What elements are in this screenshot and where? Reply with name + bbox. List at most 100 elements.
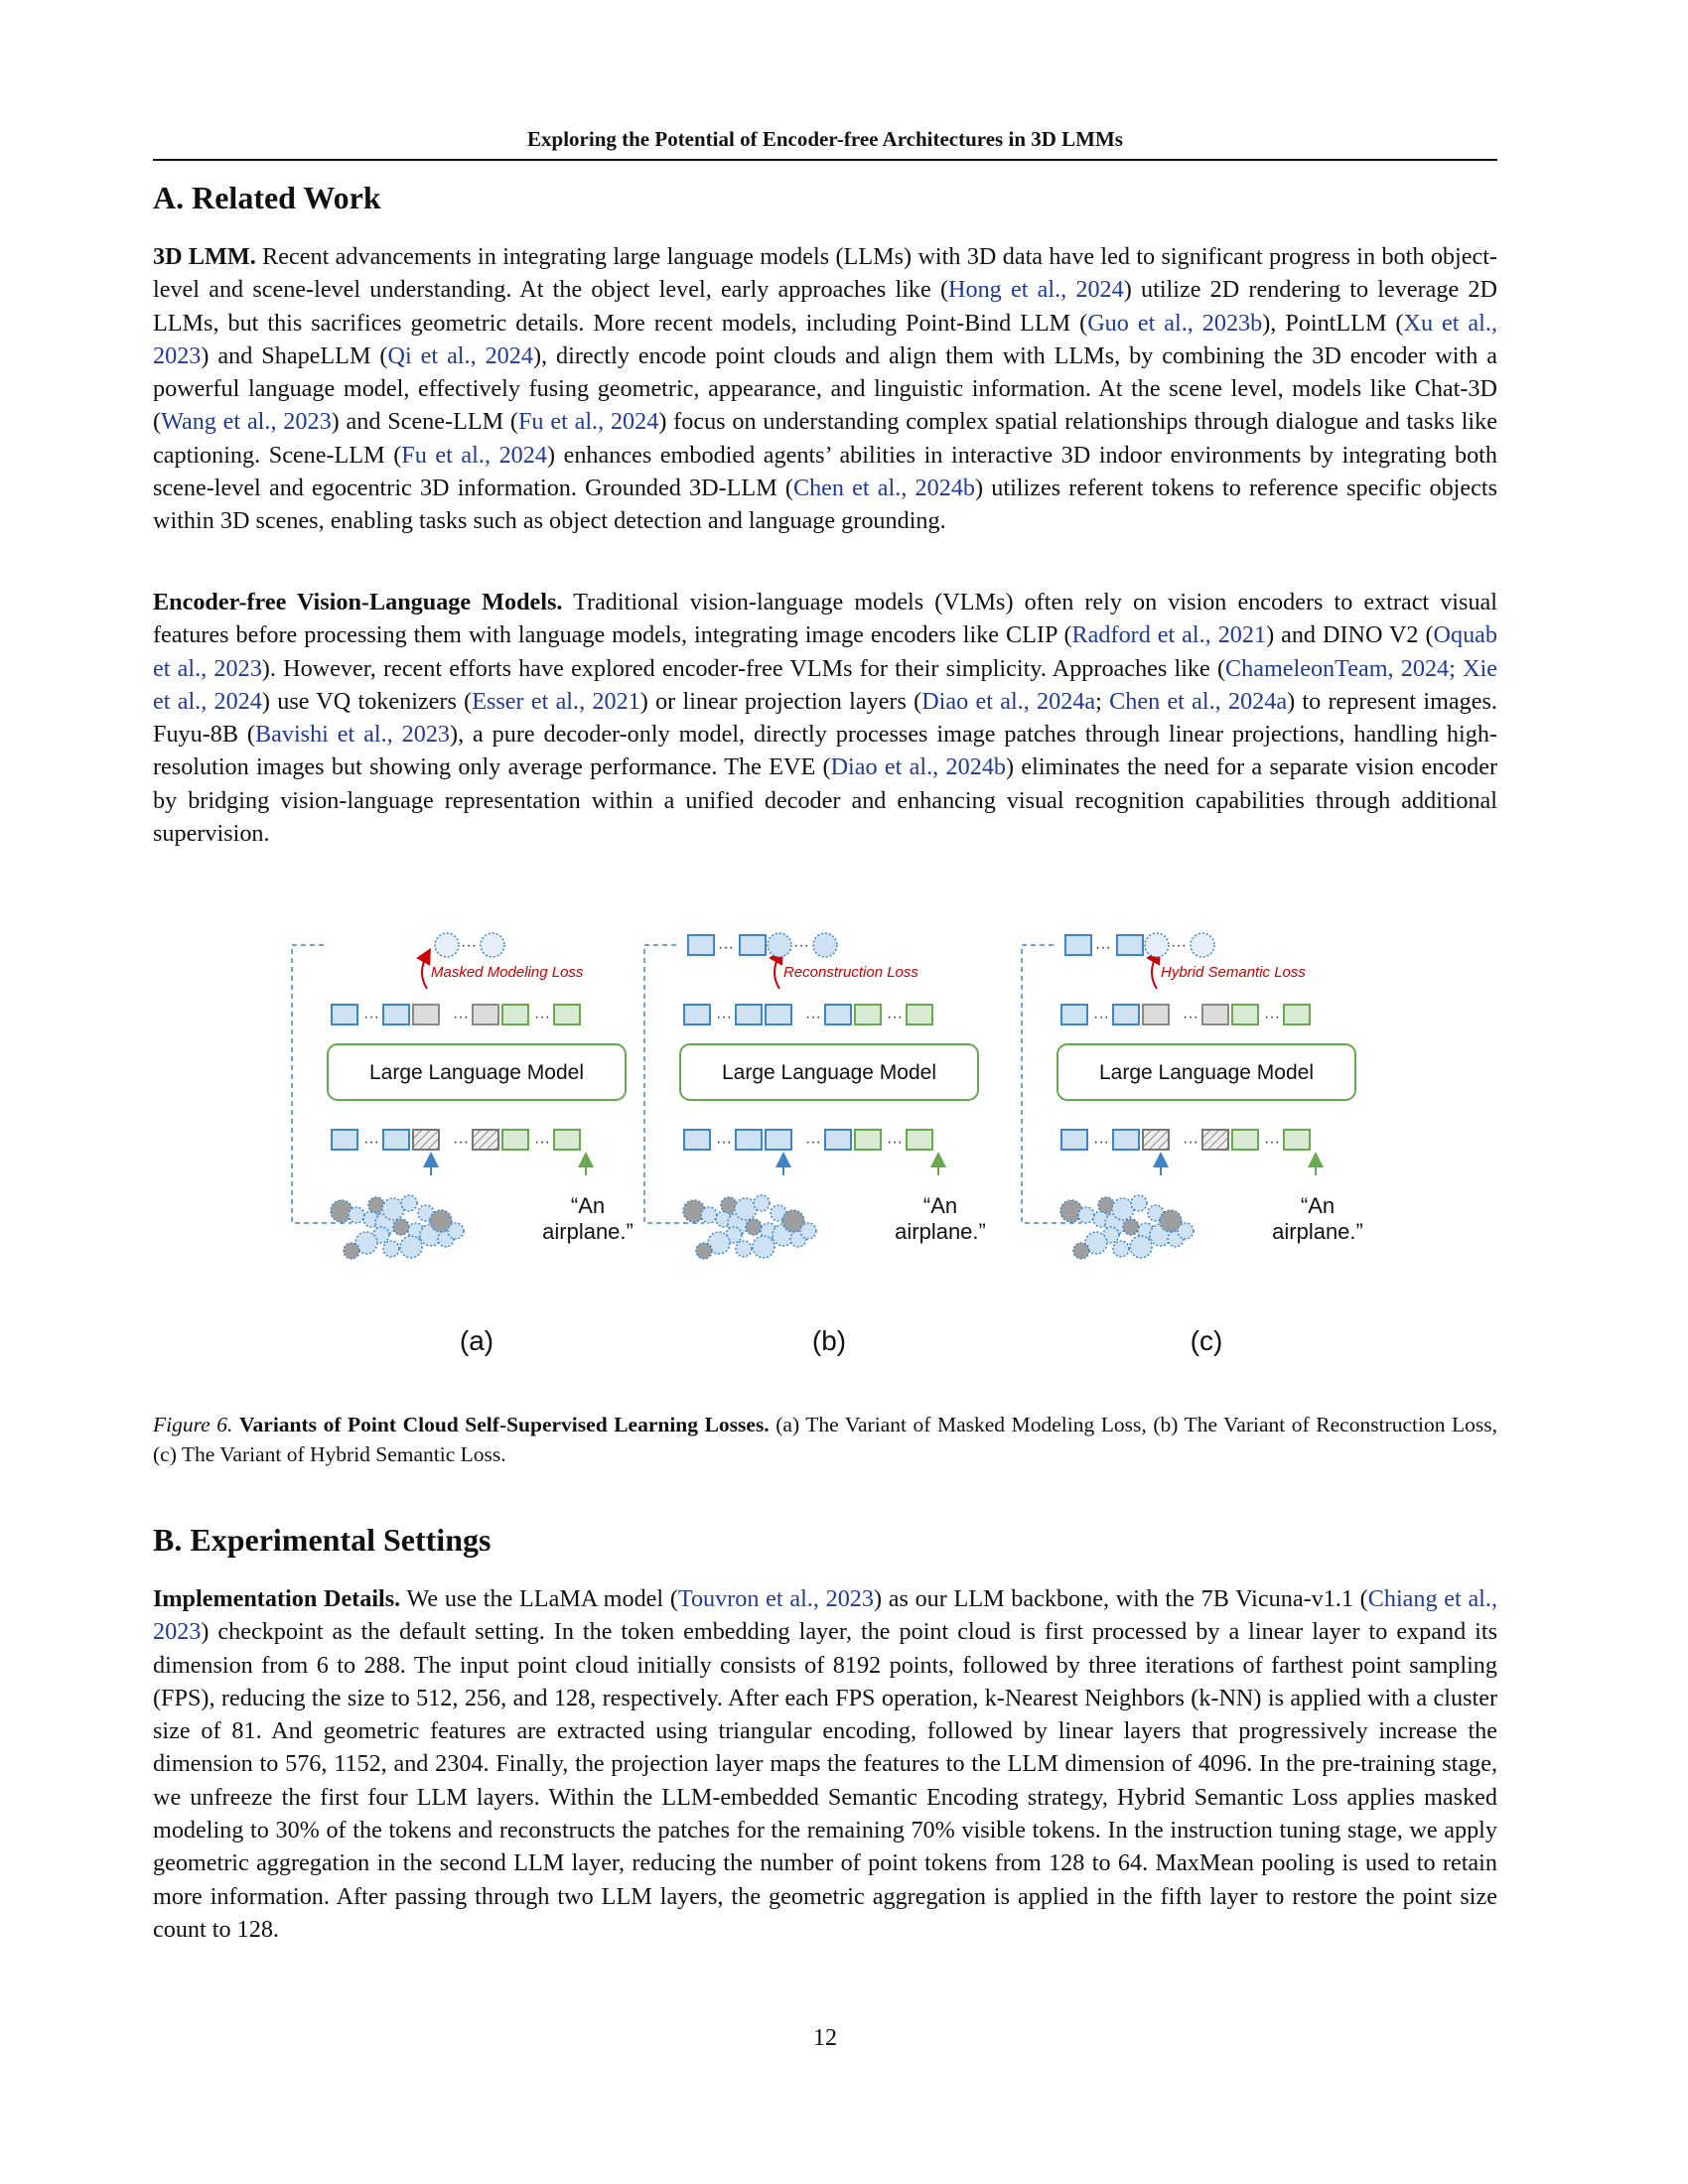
output-token	[553, 1004, 581, 1025]
point-cloud-airplane	[682, 1194, 817, 1260]
point-patch	[734, 1197, 758, 1221]
citation-link[interactable]: Touvron et al., 2023	[677, 1585, 874, 1612]
paragraph-encoder-free-vlm: Encoder-free Vision-Language Models. Tra…	[153, 586, 1497, 850]
ellipsis: ···	[793, 937, 809, 954]
citation-link[interactable]: Fu et al., 2024	[401, 441, 547, 469]
ellipsis: ···	[716, 1134, 732, 1151]
running-header: Exploring the Potential of Encoder-free …	[527, 127, 1123, 151]
input-token	[553, 1129, 581, 1151]
ellipsis: ···	[1183, 1134, 1198, 1151]
section-heading-experimental-settings: B. Experimental Settings	[153, 1522, 492, 1558]
caption-title: Variants of Point Cloud Self-Supervised …	[238, 1413, 770, 1436]
figure-6: ··· ··· ··· Large Language Model ··· ··· ··· “A…	[282, 915, 1374, 1382]
citation-link[interactable]: Hong et al., 2024	[948, 276, 1124, 304]
output-token	[906, 1004, 933, 1025]
citation-link[interactable]: Wang et al., 2023	[161, 408, 332, 436]
body-text: ;	[1095, 687, 1110, 715]
citation-link[interactable]: Diao et al., 2024a	[921, 687, 1096, 715]
output-token	[854, 1004, 882, 1025]
loss-arrow	[769, 948, 783, 990]
point-patch	[753, 1194, 771, 1212]
point-patch	[1159, 1209, 1183, 1233]
output-token	[1060, 1004, 1088, 1025]
text-input-word: “An	[923, 1193, 957, 1218]
loss-label: Hybrid Semantic Loss	[1161, 964, 1306, 981]
point-patch	[745, 1218, 763, 1236]
llm-box	[327, 1043, 627, 1101]
paragraph-lead: Implementation Details.	[153, 1585, 401, 1612]
citation-link[interactable]: Esser et al., 2021	[472, 687, 640, 715]
body-text: ), PointLLM (	[1262, 309, 1404, 337]
citation-link[interactable]: Xu et al., 2023	[153, 309, 1497, 369]
output-token	[735, 1004, 763, 1025]
ellipsis: ···	[453, 1134, 469, 1151]
figure-panel-a: ··· ··· ··· Large Language Model ··· ··· ··· “A…	[291, 932, 633, 1356]
ellipsis: ···	[887, 1134, 903, 1151]
loss-arrow	[416, 948, 431, 990]
point-patch	[429, 1209, 453, 1233]
panel-label: (b)	[812, 1325, 846, 1356]
figure-6-diagram: ··· ··· ··· Large Language Model ··· ··· ··· “A…	[291, 932, 1363, 1356]
point-patch	[447, 1222, 465, 1240]
citation-link[interactable]: Bavishi et al., 2023	[254, 721, 451, 749]
point-patch	[700, 1206, 718, 1224]
figure-panel-b: ··· ··· ··· Large Language Model ··· ··· ··· “A…	[643, 932, 986, 1356]
citation-link[interactable]: Radford et al., 2021	[1071, 621, 1267, 649]
ellipsis: ···	[1093, 1134, 1109, 1151]
target-patch	[1190, 932, 1215, 958]
panel-label: (c)	[1191, 1325, 1223, 1356]
input-token	[765, 1129, 792, 1151]
output-token	[765, 1004, 792, 1025]
input-token	[501, 1129, 529, 1151]
section-heading-related-work: A. Related Work	[153, 180, 381, 215]
target-token	[1064, 934, 1092, 956]
citation-link[interactable]: Diao et al., 2024b	[830, 753, 1007, 781]
citation-link[interactable]: Fu et al., 2024	[517, 408, 659, 436]
body-text: ). However, recent efforts have explored…	[261, 654, 1225, 682]
input-token	[382, 1129, 410, 1151]
output-token	[683, 1004, 711, 1025]
point-patch	[399, 1235, 423, 1259]
target-patch	[480, 932, 505, 958]
body-text: Traditional vision-language models (VLMs…	[153, 589, 1497, 649]
target-token	[739, 934, 767, 956]
text-input-word: airplane.”	[895, 1219, 986, 1244]
page-number: 12	[813, 2025, 837, 2051]
body-text: ), a pure decoder-only model, directly p…	[153, 721, 1497, 781]
output-token	[472, 1004, 499, 1025]
output-token	[331, 1004, 358, 1025]
panel-label: (a)	[460, 1325, 493, 1356]
body-text: ) and Scene-LLM (	[331, 408, 518, 436]
citation-link[interactable]: Chiang et al., 2023	[153, 1585, 1497, 1646]
paragraph-3d-lmm: 3D LMM. Recent advancements in integrati…	[153, 240, 1497, 538]
point-patch	[348, 1206, 365, 1224]
point-patch	[1111, 1197, 1135, 1221]
target-token	[1116, 934, 1144, 956]
text-input-word: “An	[1301, 1193, 1335, 1218]
input-token	[854, 1129, 882, 1151]
loss-arrow	[1146, 948, 1161, 990]
input-token	[824, 1129, 852, 1151]
input-token	[472, 1129, 499, 1151]
target-patch	[434, 932, 460, 958]
point-patch	[1084, 1231, 1108, 1255]
target-patch	[812, 932, 838, 958]
citation-link[interactable]: Chen et al., 2024a	[1109, 687, 1288, 715]
citation-link[interactable]: Qi et al., 2024	[387, 341, 533, 369]
citation-link[interactable]: Guo et al., 2023b	[1087, 309, 1263, 337]
output-token	[1112, 1004, 1140, 1025]
citation-link[interactable]: Chen et al., 2024b	[792, 475, 976, 502]
ellipsis: ···	[716, 1009, 732, 1025]
ellipsis: ···	[1183, 1009, 1198, 1025]
llm-label: Large Language Model	[1099, 1061, 1314, 1084]
output-token	[501, 1004, 529, 1025]
citation-link[interactable]: Oquab et al., 2023	[153, 621, 1498, 682]
target-patch	[1144, 932, 1170, 958]
paragraph-lead: Encoder-free Vision-Language Models.	[153, 589, 563, 615]
point-patch	[381, 1197, 405, 1221]
paragraph-body: We use the LLaMA model (Touvron et al., …	[153, 1585, 1497, 1943]
body-text: ), directly encode point clouds and alig…	[153, 341, 1497, 436]
citation-link[interactable]: ChameleonTeam, 2024; Xie et al., 2024	[153, 654, 1497, 715]
body-text: ) utilizes referent tokens to reference …	[153, 475, 1497, 535]
paragraph-body: Traditional vision-language models (VLMs…	[153, 589, 1497, 847]
